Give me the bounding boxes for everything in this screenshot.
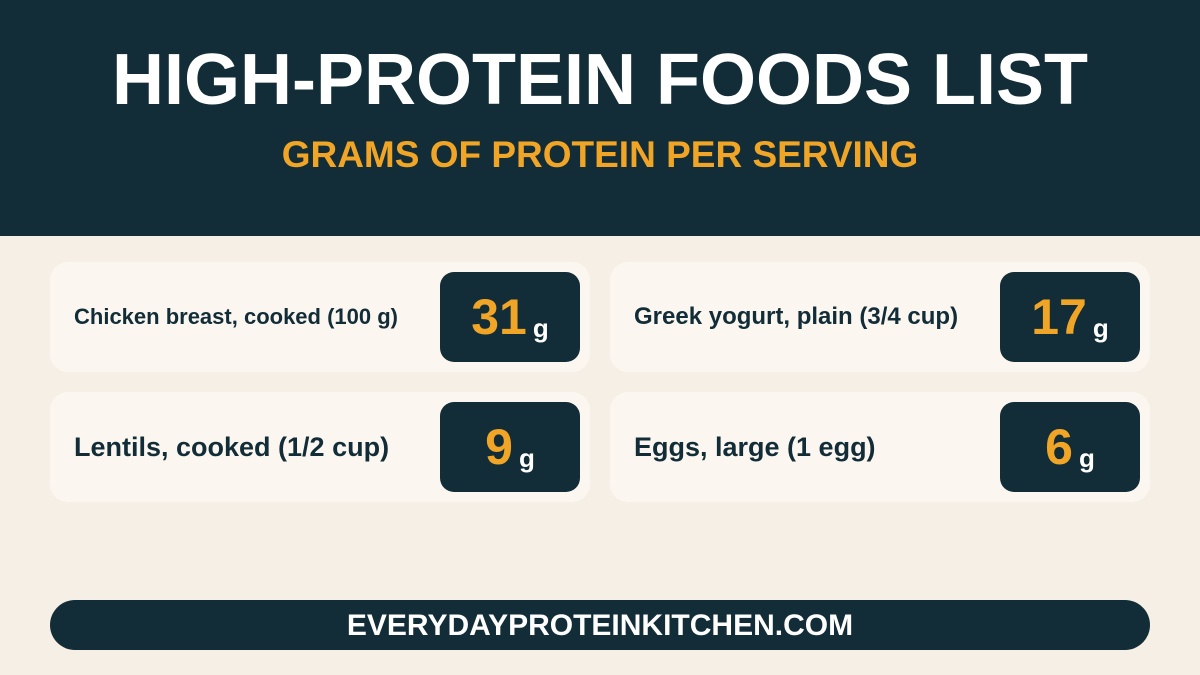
food-label: Chicken breast, cooked (100 g) — [74, 304, 398, 329]
protein-badge: 17 g — [1000, 272, 1140, 362]
protein-value: 17 — [1031, 289, 1087, 345]
protein-unit: g — [518, 442, 535, 473]
protein-unit: g — [1078, 442, 1095, 473]
food-label: Lentils, cooked (1/2 cup) — [74, 432, 390, 462]
title: HIGH-PROTEIN FOODS LIST — [111, 40, 1088, 120]
food-card: Eggs, large (1 egg) 6 g — [610, 392, 1150, 502]
protein-badge: 31 g — [440, 272, 580, 362]
food-card: Greek yogurt, plain (3/4 cup) 17 g — [610, 262, 1150, 372]
subtitle: GRAMS OF PROTEIN PER SERVING — [281, 134, 919, 175]
footer-url: EVERYDAYPROTEINKITCHEN.COM — [346, 609, 854, 642]
footer: EVERYDAYPROTEINKITCHEN.COM — [50, 600, 1150, 650]
food-card: Chicken breast, cooked (100 g) 31 g — [50, 262, 590, 372]
protein-value: 9 — [485, 419, 513, 475]
protein-value: 31 — [471, 289, 527, 345]
food-label: Eggs, large (1 egg) — [634, 432, 876, 462]
protein-unit: g — [1092, 312, 1109, 343]
header: HIGH-PROTEIN FOODS LIST GRAMS OF PROTEIN… — [0, 0, 1200, 236]
food-card: Lentils, cooked (1/2 cup) 9 g — [50, 392, 590, 502]
protein-value: 6 — [1045, 419, 1073, 475]
protein-unit: g — [532, 312, 549, 343]
food-label: Greek yogurt, plain (3/4 cup) — [634, 303, 959, 330]
